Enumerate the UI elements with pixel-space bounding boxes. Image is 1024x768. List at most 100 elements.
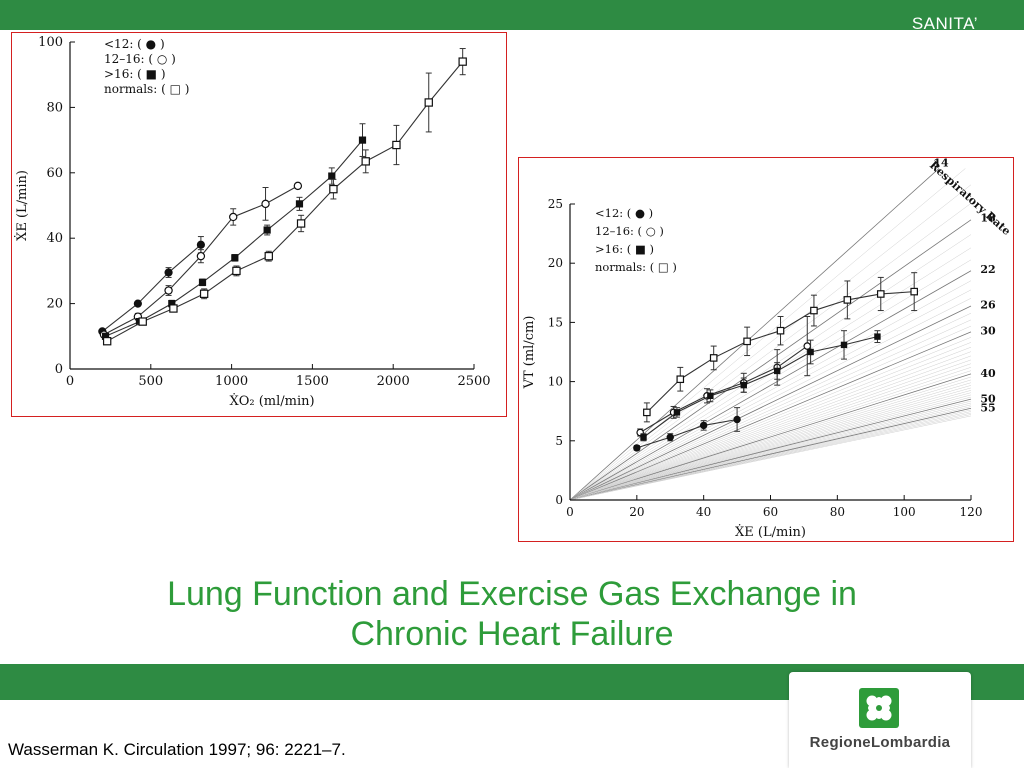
rate-label-50: 50 [980, 392, 996, 405]
data-point-3 [264, 251, 273, 261]
data-point-3 [138, 317, 147, 326]
rate-line-minor [569, 312, 972, 501]
data-point-2 [773, 367, 781, 375]
rate-line-minor [569, 325, 972, 501]
header-label: SANITA’ [911, 14, 978, 33]
rate-line-minor [569, 346, 972, 501]
data-point-2 [328, 172, 336, 180]
legend-entry-0: <12: ( ● ) [104, 37, 165, 51]
x-tick-label: 0 [66, 374, 74, 389]
data-point-3 [843, 296, 852, 304]
rate-line-minor [569, 351, 972, 501]
y-tick-label: 0 [55, 362, 63, 377]
y-tick-label: 5 [555, 434, 563, 448]
x-tick-label: 500 [138, 374, 163, 389]
rate-line-minor [569, 337, 972, 501]
y-tick-label: 60 [46, 166, 63, 181]
rate-label-22: 22 [980, 263, 995, 276]
series-line-2 [105, 139, 363, 337]
x-tick-label: 2500 [457, 374, 490, 389]
data-point-3 [643, 408, 651, 417]
rate-line-minor [569, 382, 972, 501]
data-point-2 [295, 200, 304, 208]
x-axis-label: ẊE (L/min) [735, 523, 806, 540]
y-tick-label: 15 [548, 315, 563, 329]
y-tick-label: 40 [46, 231, 63, 246]
data-point-1 [196, 251, 206, 261]
x-tick-label: 40 [696, 505, 711, 519]
data-point-3 [776, 326, 785, 335]
rate-label-30: 30 [980, 324, 996, 337]
y-tick-label: 0 [555, 493, 563, 507]
rate-label-26: 26 [980, 298, 996, 311]
data-point-0 [666, 433, 674, 441]
x-tick-label: 2000 [377, 374, 410, 389]
data-point-2 [231, 254, 239, 262]
rate-label-55: 55 [980, 402, 995, 415]
data-point-2 [640, 434, 647, 441]
series-line-0 [101, 244, 202, 332]
data-point-0 [633, 444, 641, 452]
y-tick-label: 10 [548, 375, 563, 389]
rate-line-minor [569, 342, 972, 501]
series-line-1 [639, 345, 808, 433]
x-tick-label: 60 [763, 505, 778, 519]
slide-title-line2: Chronic Heart Failure [350, 615, 674, 653]
rate-line-minor [569, 355, 972, 501]
chart-ve-vs-vo2-plot: 0 500 1000 1500 2000 2500 0 20 40 60 80 100 ẊO₂ (ml/… [13, 35, 491, 409]
data-point-1 [261, 199, 270, 209]
y-tick-label: 20 [46, 297, 63, 312]
legend-entry-3: normals: ( □ ) [104, 82, 189, 96]
logo-text: RegioneLombardia [809, 734, 951, 751]
data-point-1 [164, 286, 173, 295]
data-point-3 [458, 57, 467, 66]
x-tick-label: 20 [629, 505, 644, 519]
y-tick-label: 80 [46, 100, 63, 115]
x-tick-label: 1500 [296, 374, 329, 389]
rate-line-minor [569, 390, 972, 501]
legend-entry-0: <12: ( ● ) [595, 206, 653, 220]
header-bar [0, 0, 1024, 30]
rate-line-minor [569, 280, 972, 501]
rate-line-minor [569, 367, 972, 501]
y-tick-label: 20 [548, 256, 563, 270]
rate-line-40 [569, 373, 972, 501]
rate-line-minor [569, 415, 972, 501]
rate-line-minor [569, 385, 972, 501]
data-point-1 [293, 181, 303, 191]
data-point-3 [199, 289, 209, 298]
data-point-1 [803, 342, 812, 350]
rate-line-minor [569, 394, 972, 501]
data-point-2 [168, 300, 176, 308]
x-tick-label: 100 [893, 505, 916, 519]
data-point-3 [392, 140, 401, 150]
data-point-2 [358, 136, 367, 144]
rate-line-minor [569, 370, 972, 501]
series-line-0 [636, 418, 738, 449]
y-axis-label: ẊE (L/min) [13, 170, 30, 241]
slide-title: Lung Function and Exercise Gas Exchange … [0, 574, 1024, 654]
lombardy-rose-icon [859, 688, 899, 728]
regione-lombardia-logo: RegioneLombardia [789, 672, 971, 768]
rate-line-minor [569, 259, 972, 501]
legend-entry-2: >16: ( ■ ) [104, 67, 166, 81]
rate-line-minor [569, 387, 972, 501]
x-tick-label: 1000 [215, 374, 248, 389]
y-tick-label: 100 [38, 35, 63, 50]
data-point-3 [232, 266, 241, 276]
data-point-0 [733, 415, 741, 424]
data-point-2 [807, 348, 814, 356]
data-point-2 [874, 333, 881, 340]
rate-line-26 [569, 305, 972, 501]
data-point-2 [198, 278, 207, 286]
y-tick-label: 25 [548, 197, 563, 211]
rate-line-minor [569, 409, 972, 501]
rate-line-minor [569, 400, 972, 501]
data-point-3 [169, 304, 178, 313]
x-axis-label: ẊO₂ (ml/min) [229, 392, 314, 409]
x-tick-label: 0 [566, 505, 574, 519]
rate-line-minor [569, 234, 972, 501]
data-point-3 [329, 184, 338, 194]
data-point-3 [709, 354, 718, 362]
data-point-2 [840, 341, 848, 349]
